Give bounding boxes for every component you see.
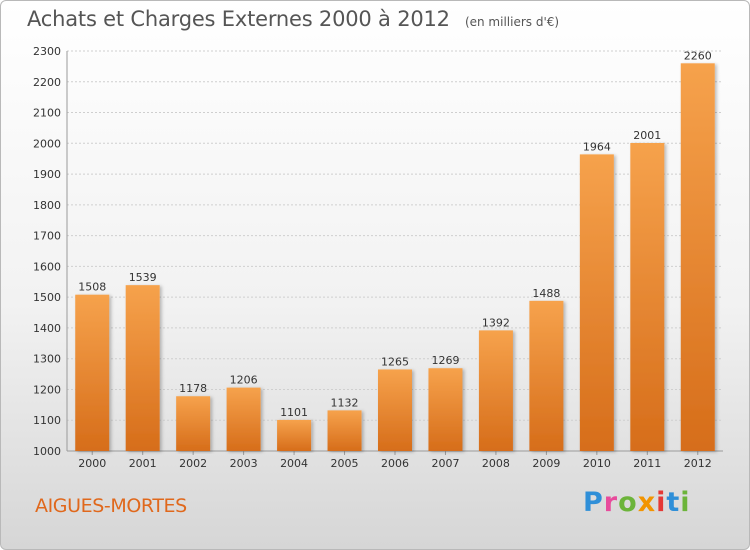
value-label: 1132 xyxy=(331,396,359,409)
city-name: AIGUES-MORTES xyxy=(35,495,187,517)
y-tick-label: 1200 xyxy=(33,383,61,396)
value-label: 1964 xyxy=(583,140,611,153)
bar-2010 xyxy=(579,154,614,451)
chart-title: Achats et Charges Externes 2000 à 2012 xyxy=(27,7,450,31)
x-tick-label: 2007 xyxy=(431,457,459,470)
x-tick-label: 2002 xyxy=(179,457,207,470)
bar-2009 xyxy=(529,300,564,451)
value-label: 1392 xyxy=(482,316,510,329)
bar-2005 xyxy=(327,410,362,451)
x-tick-label: 2009 xyxy=(532,457,560,470)
x-tick-label: 2005 xyxy=(331,457,359,470)
y-tick-label: 2000 xyxy=(33,137,61,150)
x-tick-label: 2003 xyxy=(230,457,258,470)
bar-layer: 1508 1539 1178 1206 1101 1132 1265 1269 1392 1488… xyxy=(75,49,715,452)
bar-2001 xyxy=(125,285,160,451)
y-tick-label: 1700 xyxy=(33,230,61,243)
title-row: Achats et Charges Externes 2000 à 2012 (… xyxy=(27,7,559,31)
bar-2011 xyxy=(630,143,665,451)
value-label: 2001 xyxy=(633,129,661,142)
value-label: 1539 xyxy=(129,271,157,284)
bar-2006 xyxy=(378,369,412,451)
bar-2008 xyxy=(478,330,513,451)
value-label: 1269 xyxy=(431,354,459,367)
x-tick-label: 2008 xyxy=(482,457,510,470)
y-tick-label: 1800 xyxy=(33,199,61,212)
value-label: 1508 xyxy=(78,281,106,294)
value-label: 1178 xyxy=(179,382,207,395)
x-tick-label: 2000 xyxy=(78,457,106,470)
x-tick-label: 2001 xyxy=(129,457,157,470)
bar-2012 xyxy=(680,63,715,452)
bar-2000 xyxy=(75,294,110,451)
value-label: 1101 xyxy=(280,406,308,419)
bar-2004 xyxy=(277,419,312,451)
x-tick-label: 2006 xyxy=(381,457,409,470)
y-tick-label: 1900 xyxy=(33,168,61,181)
x-tick-label: 2012 xyxy=(684,457,712,470)
x-tick-label: 2004 xyxy=(280,457,308,470)
value-label: 1265 xyxy=(381,355,409,368)
x-tick-label: 2011 xyxy=(633,457,661,470)
value-label: 1206 xyxy=(230,374,258,387)
y-tick-label: 1100 xyxy=(33,414,61,427)
proxiti-logo: Proxiti xyxy=(583,487,691,518)
y-tick-label: 2300 xyxy=(33,45,61,58)
value-label: 1488 xyxy=(532,287,560,300)
y-tick-label: 1400 xyxy=(33,322,61,335)
chart-subtitle: (en milliers d'€) xyxy=(464,15,560,29)
y-tick-label: 1500 xyxy=(33,291,61,304)
x-tick-label: 2010 xyxy=(583,457,611,470)
y-tick-label: 2200 xyxy=(33,76,61,89)
y-tick-label: 1600 xyxy=(33,260,61,273)
value-label: 2260 xyxy=(684,49,712,62)
y-tick-label: 1300 xyxy=(33,353,61,366)
y-tick-label: 1000 xyxy=(33,445,61,458)
bar-2007 xyxy=(428,368,463,451)
bar-2003 xyxy=(226,387,261,451)
bar-2002 xyxy=(176,396,211,451)
y-tick-label: 2100 xyxy=(33,107,61,120)
